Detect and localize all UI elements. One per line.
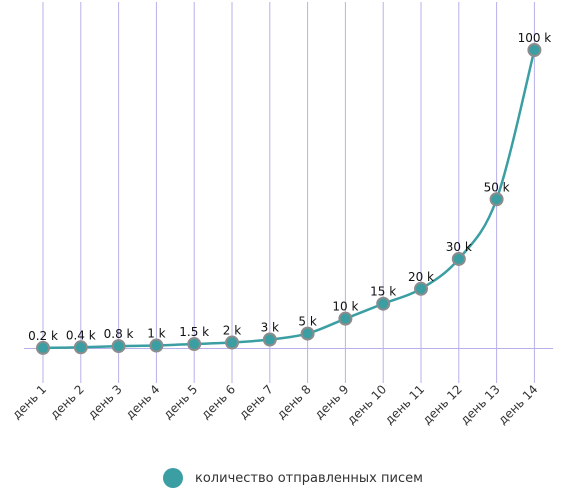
series-line	[42, 49, 536, 350]
data-point	[111, 339, 126, 354]
data-point	[414, 281, 428, 296]
data-point	[73, 340, 88, 355]
data-label: 1.5 k	[179, 325, 209, 339]
data-label: 3 k	[261, 321, 279, 335]
data-labels: 0.2 k 0.4 k 0.8 k 1 k 1.5 k 2 k 3 k 5 k 10 k 15 k…	[28, 31, 551, 343]
data-label: 0.2 k	[28, 329, 58, 343]
grid	[42, 2, 535, 383]
data-label: 2 k	[223, 324, 241, 338]
data-label: 15 k	[370, 285, 396, 299]
data-label: 0.8 k	[104, 327, 134, 341]
x-tick-label: день 10	[344, 382, 389, 427]
x-tick-label: день 13	[458, 382, 503, 427]
x-tick-label: день 12	[420, 382, 465, 427]
x-tick-label: день 6	[198, 382, 238, 422]
legend-label: количество отправленных писем	[195, 470, 423, 486]
legend: количество отправленных писем	[163, 466, 423, 490]
data-point	[451, 251, 466, 266]
data-points	[36, 43, 542, 355]
data-label: 1 k	[147, 327, 165, 341]
data-point	[36, 340, 50, 355]
data-label: 100 k	[518, 31, 552, 45]
data-label: 20 k	[408, 270, 434, 284]
data-point	[527, 43, 542, 57]
x-tick-label: день 1	[9, 382, 49, 422]
data-label: 5 k	[298, 315, 316, 329]
data-label: 50 k	[484, 180, 510, 194]
data-point	[376, 296, 391, 311]
x-tick-label: день 7	[236, 382, 276, 422]
data-point	[338, 311, 353, 326]
data-point	[262, 332, 277, 347]
data-point	[225, 335, 239, 350]
x-tick-label: день 5	[161, 382, 201, 422]
data-point	[187, 337, 202, 352]
x-tick-label: день 11	[382, 382, 427, 427]
data-label: 30 k	[446, 240, 472, 254]
legend-marker	[163, 468, 183, 488]
x-tick-label: день 8	[274, 382, 314, 422]
data-label: 0.4 k	[66, 328, 96, 342]
data-point	[489, 192, 504, 207]
data-point	[149, 338, 164, 353]
x-tick-label: день 3	[85, 382, 125, 422]
x-tick-label: день 2	[47, 382, 87, 422]
data-point	[300, 326, 315, 341]
data-label: 10 k	[332, 300, 358, 314]
x-tick-label: день 14	[495, 382, 540, 427]
x-tick-label: день 4	[123, 382, 163, 422]
